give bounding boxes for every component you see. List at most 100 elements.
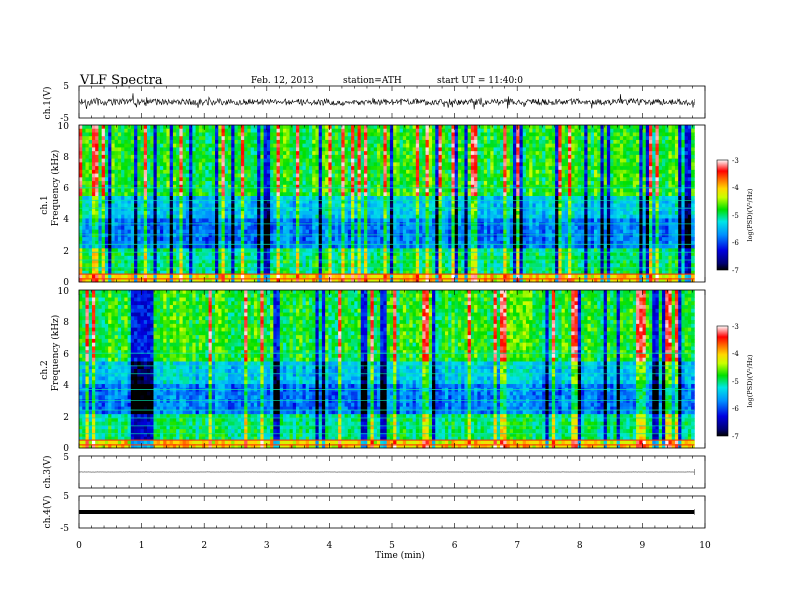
ch1-spectrogram-cell xyxy=(396,218,401,223)
ch1-spectrogram-cell xyxy=(299,162,303,167)
ch1-spectrogram-cell xyxy=(425,166,430,171)
ch1-spectrogram-cell xyxy=(166,128,171,133)
ch1-spectrogram-cell xyxy=(334,181,339,186)
ch1-spectrogram-cell xyxy=(406,184,410,189)
ch1-spectrogram-cell xyxy=(419,199,423,204)
ch1-spectrogram-cell xyxy=(286,136,290,141)
ch1-spectrogram-cell xyxy=(360,158,365,163)
ch1-spectrogram-cell xyxy=(687,199,692,204)
ch1-spectrogram-cell xyxy=(364,166,368,171)
ch1-spectrogram-cell xyxy=(279,196,284,201)
ch1-spectrogram-cell xyxy=(85,132,90,137)
ch1-spectrogram-cell xyxy=(597,196,601,201)
ch1-spectrogram-cell xyxy=(308,203,313,208)
ch1-spectrogram-cell xyxy=(380,203,384,208)
ch1-spectrogram-cell xyxy=(380,125,384,130)
ch1-spectrogram-cell xyxy=(435,139,439,145)
ch1-spectrogram-cell xyxy=(247,158,252,163)
ch1-spectrogram-cell xyxy=(373,151,378,156)
ch1-spectrogram-cell xyxy=(315,169,320,174)
ch1-spectrogram-cell xyxy=(334,214,339,219)
ch1-spectrogram-cell xyxy=(273,139,277,145)
ch1-spectrogram-cell xyxy=(393,128,397,133)
ch1-spectrogram-cell xyxy=(279,203,284,208)
ch1-spectrogram-cell xyxy=(150,147,154,152)
ch1-spectrogram-cell xyxy=(79,218,83,223)
ch1-spectrogram-cell xyxy=(354,136,358,141)
ch1-spectrogram-cell xyxy=(649,158,653,163)
ch1-spectrogram-cell xyxy=(218,158,222,163)
ch1-spectrogram-cell xyxy=(302,203,307,208)
ch1-spectrogram-cell xyxy=(189,166,193,171)
ch1-spectrogram-cell xyxy=(574,151,579,156)
ch1-spectrogram-cell xyxy=(477,188,481,193)
ch1-spectrogram-cell xyxy=(470,169,475,174)
ch1-spectrogram-cell xyxy=(189,151,193,156)
ch1-spectrogram-cell xyxy=(551,154,556,160)
ch1-spectrogram-cell xyxy=(111,192,116,197)
ch1-spectrogram-cell xyxy=(357,196,362,201)
ch1-spectrogram-cell xyxy=(179,188,184,193)
ch1-spectrogram-cell xyxy=(108,173,112,178)
ch1-spectrogram-cell xyxy=(85,196,90,201)
ch1-spectrogram-cell xyxy=(367,169,371,174)
ch1-spectrogram-cell xyxy=(364,132,368,137)
ch1-spectrogram-cell xyxy=(98,147,103,152)
ch1-spectrogram-cell xyxy=(114,207,119,212)
ch1-spectrogram-cell xyxy=(179,192,184,197)
ch1-spectrogram-cell xyxy=(438,181,443,186)
ch1-spectrogram-cell xyxy=(221,192,226,197)
ch1-spectrogram-cell xyxy=(360,218,365,223)
ch1-spectrogram-cell xyxy=(208,136,213,141)
ch1-spectrogram-cell xyxy=(111,166,116,171)
ch1-spectrogram-cell xyxy=(616,143,621,148)
ch1-spectrogram-cell xyxy=(512,166,517,171)
ch1-spectrogram-cell xyxy=(273,203,277,208)
ch1-spectrogram-cell xyxy=(179,207,184,212)
ch1-spectrogram-cell xyxy=(325,132,329,137)
ch1-spectrogram-cell xyxy=(221,184,226,189)
ch1-spectrogram-cell xyxy=(519,151,524,156)
ch1-spectrogram-cell xyxy=(205,136,209,141)
ch1-spectrogram-cell xyxy=(467,177,472,182)
ch1-spectrogram-cell xyxy=(367,166,371,171)
ch1-spectrogram-cell xyxy=(561,192,566,197)
ch1-spectrogram-cell xyxy=(665,199,669,204)
ch1-spectrogram-cell xyxy=(121,192,125,197)
ch1-spectrogram-cell xyxy=(674,147,679,152)
ch1-spectrogram-cell xyxy=(321,207,326,212)
ch1-spectrogram-cell xyxy=(649,173,653,178)
ch1-spectrogram-cell xyxy=(454,128,459,133)
ch1-spectrogram-cell xyxy=(185,210,190,216)
ch1-spectrogram-cell xyxy=(79,154,83,160)
ch1-spectrogram-cell xyxy=(360,214,365,219)
ch1-spectrogram-cell xyxy=(308,143,313,148)
ch1-spectrogram-cell xyxy=(315,203,320,208)
ch1-spectrogram-cell xyxy=(82,192,86,197)
ch1-spectrogram-cell xyxy=(295,139,300,145)
ch1-spectrogram-cell xyxy=(211,158,216,163)
ch1-spectrogram-cell xyxy=(153,203,158,208)
ch1-spectrogram-cell xyxy=(687,173,692,178)
ch1-spectrogram-cell xyxy=(477,132,481,137)
ch1-spectrogram-cell xyxy=(218,199,222,204)
ch1-spectrogram-cell xyxy=(85,169,90,174)
ch1-spectrogram-cell xyxy=(454,184,459,189)
ch1-spectrogram-cell xyxy=(467,181,472,186)
ch1-spectrogram-cell xyxy=(503,192,507,197)
ch1-spectrogram-cell xyxy=(321,214,326,219)
ch1-spectrogram-cell xyxy=(448,132,452,137)
ch1-spectrogram-cell xyxy=(244,139,248,145)
ch1-spectrogram-cell xyxy=(474,210,478,216)
ch1-spectrogram-cell xyxy=(208,147,213,152)
ch1-spectrogram-cell xyxy=(321,184,326,189)
ch1-spectrogram-cell xyxy=(671,199,676,204)
ch1-spectrogram-cell xyxy=(480,207,485,212)
ch1-spectrogram-cell xyxy=(205,181,209,186)
ch1-spectrogram-cell xyxy=(143,166,148,171)
ch1-spectrogram-cell xyxy=(364,188,368,193)
ch1-spectrogram-cell xyxy=(467,192,472,197)
ch1-spectrogram-cell xyxy=(616,151,621,156)
ch1-spectrogram-cell xyxy=(454,139,459,145)
ch1-spectrogram-cell xyxy=(451,169,456,174)
